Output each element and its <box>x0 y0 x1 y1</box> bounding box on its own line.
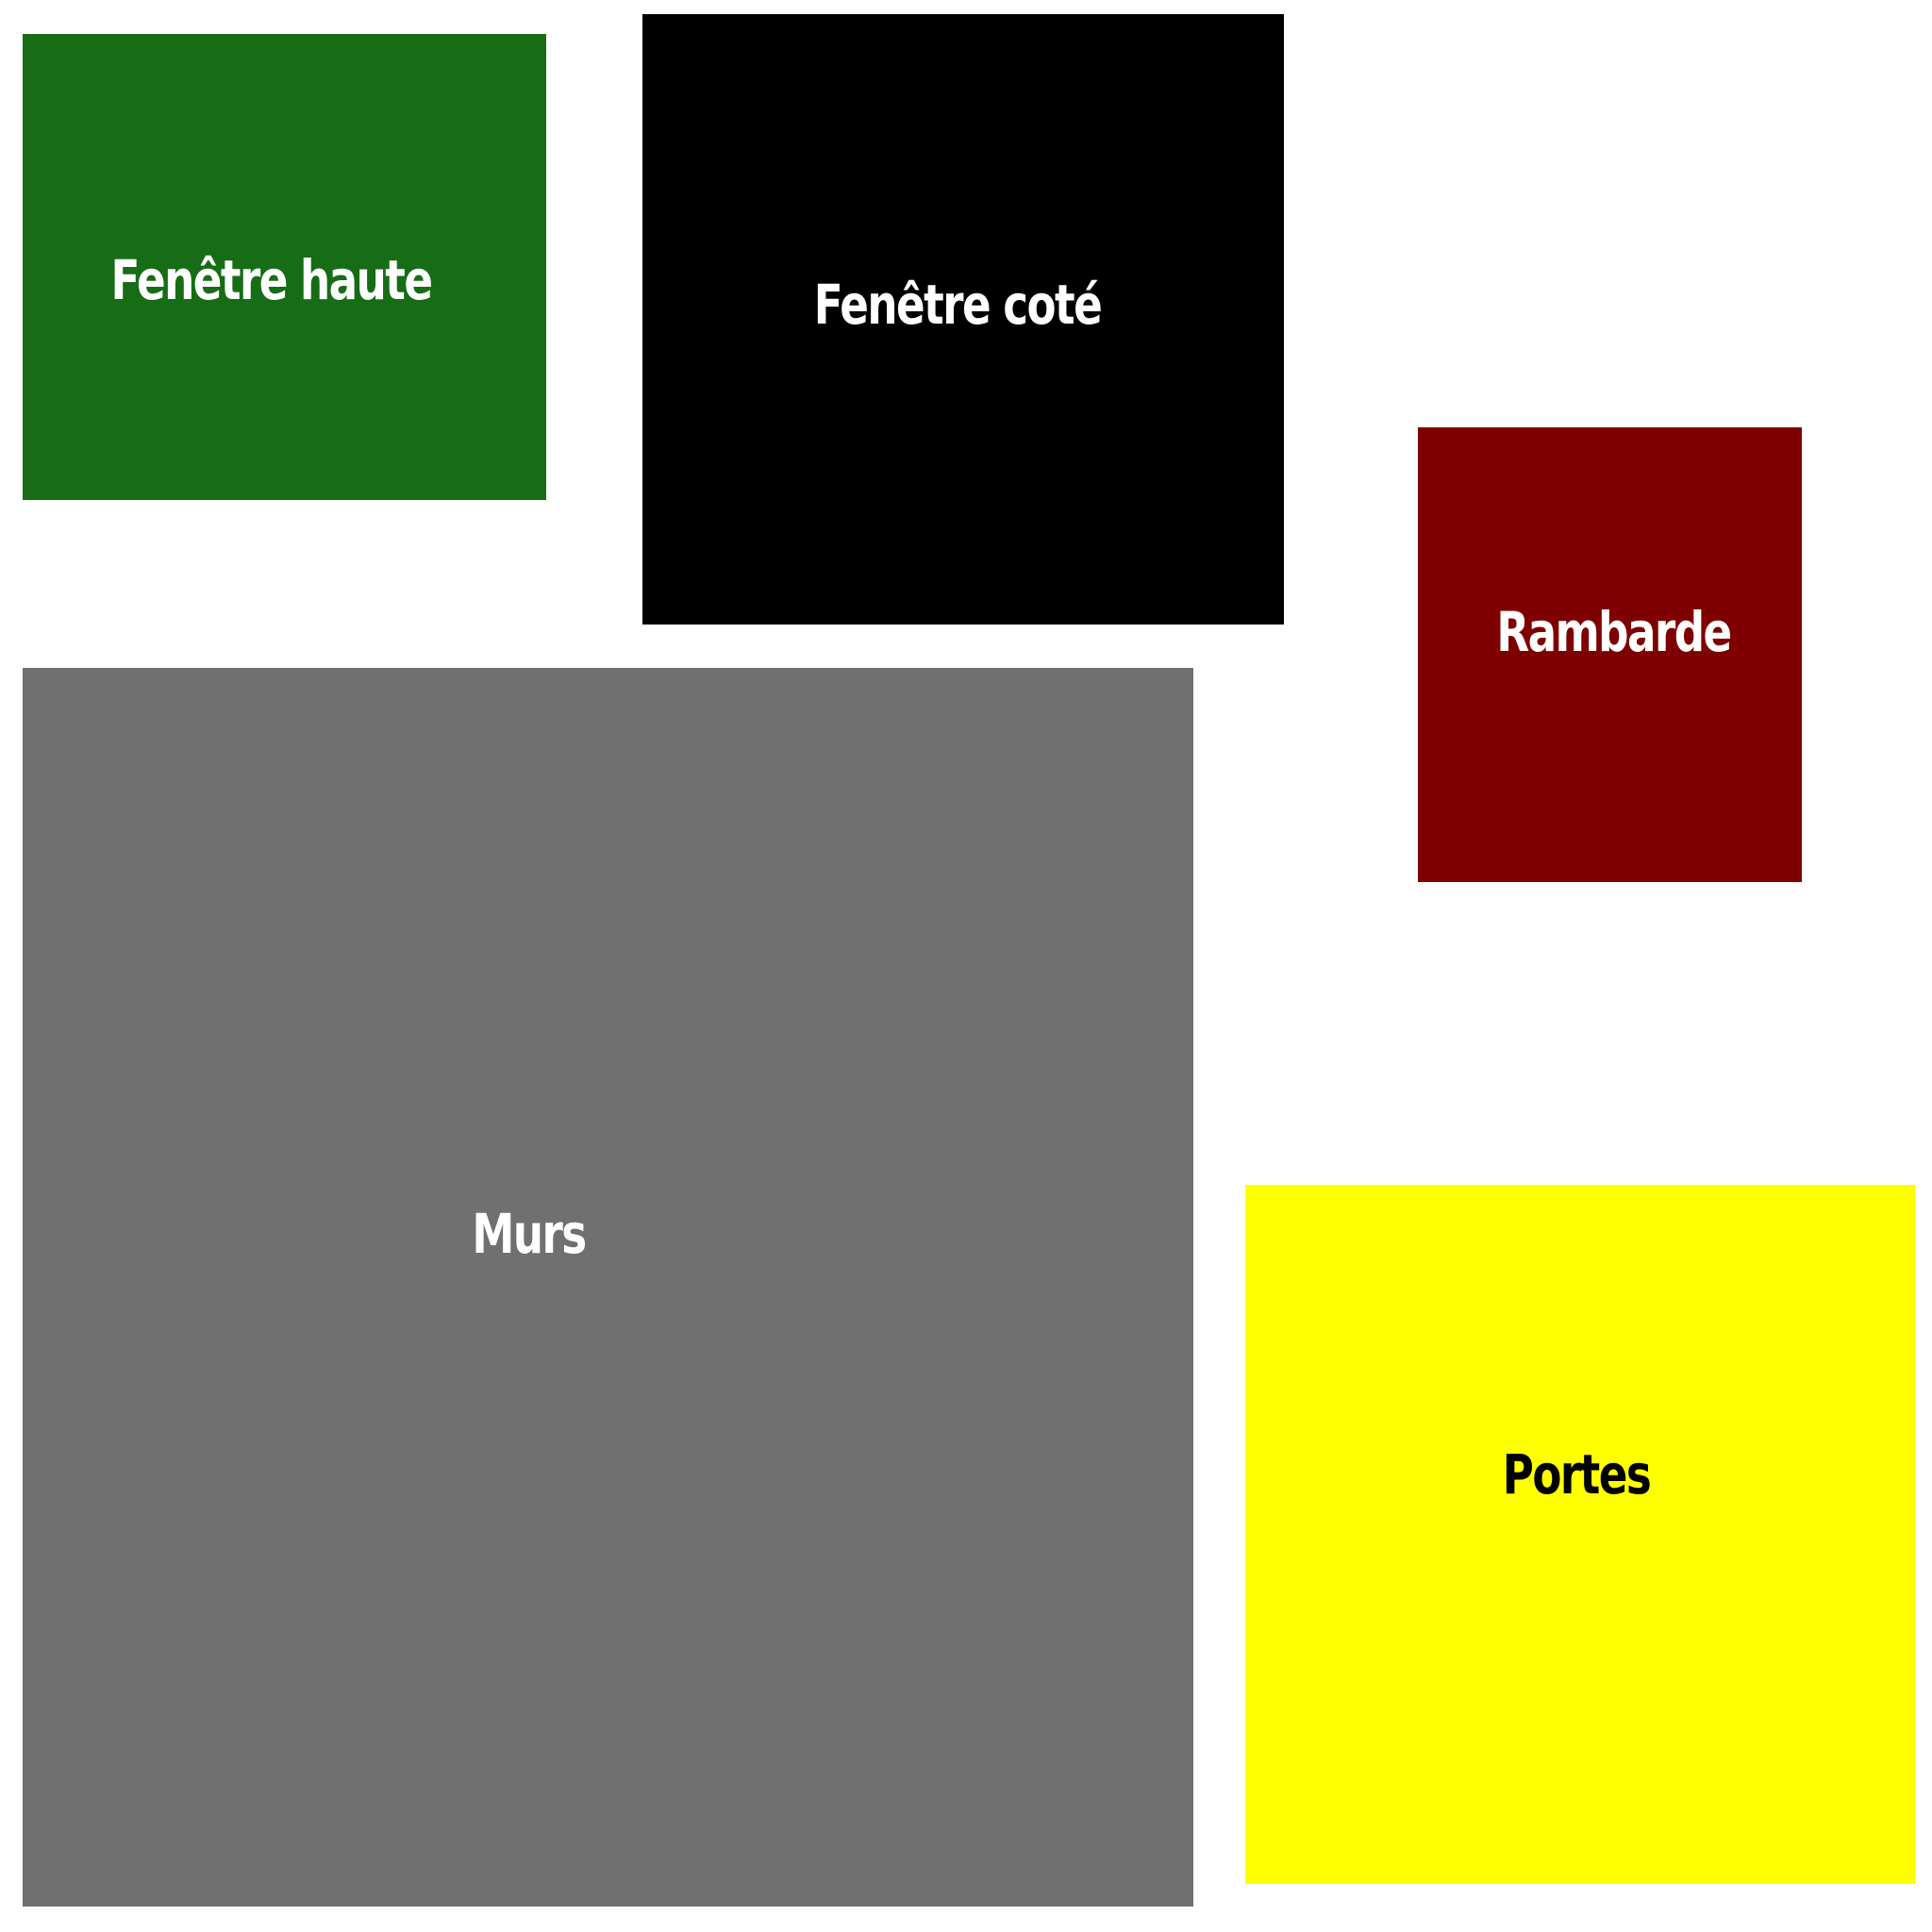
swatch-label-rambarde: Rambarde <box>1496 600 1732 664</box>
swatch-label-fenetre-haute: Fenêtre haute <box>110 248 433 312</box>
swatch-label-portes: Portes <box>1502 1442 1652 1507</box>
swatch-murs: Murs <box>23 668 1193 1907</box>
swatch-label-fenetre-cote: Fenêtre coté <box>813 273 1103 337</box>
swatch-fenetre-cote: Fenêtre coté <box>642 14 1284 625</box>
swatch-portes: Portes <box>1245 1185 1915 1884</box>
swatch-fenetre-haute: Fenêtre haute <box>23 34 546 500</box>
swatch-rambarde: Rambarde <box>1418 427 1802 882</box>
swatch-label-murs: Murs <box>472 1202 587 1266</box>
